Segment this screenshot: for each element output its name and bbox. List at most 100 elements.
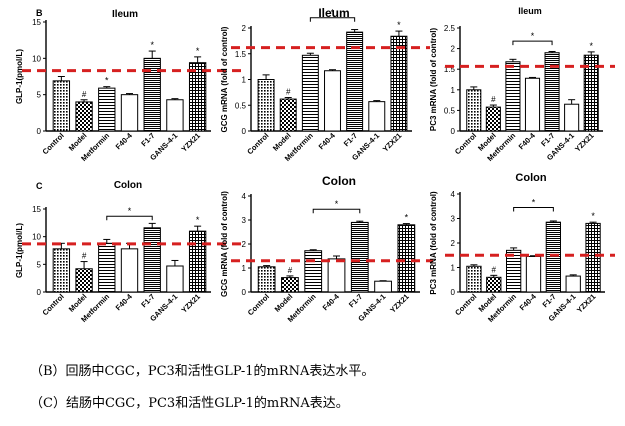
bar-gans-4-1 xyxy=(374,280,392,293)
bracket-label: * xyxy=(531,31,535,41)
bar-yzx21 xyxy=(397,224,416,293)
y-tick-label: 5 xyxy=(37,91,42,100)
significance-mark: # xyxy=(288,266,293,275)
bar-f40-4 xyxy=(324,70,341,132)
bar-f40-4 xyxy=(524,77,541,132)
chart-title: Colon xyxy=(114,180,142,191)
bracket-label: * xyxy=(335,199,339,209)
x-tick-label: F1-7 xyxy=(541,292,558,309)
significance-mark: * xyxy=(589,41,593,51)
y-tick-label: 0 xyxy=(451,288,456,297)
x-tick-label: YZX21 xyxy=(179,131,202,154)
x-tick-label: Model xyxy=(273,292,295,314)
chart-ileum-pc3: Ileum PC3 mRNA (fold of control) 0 0.5 1 1.5 2… xyxy=(429,6,615,163)
y-tick-label: 0 xyxy=(242,127,247,136)
bar-yzx21 xyxy=(585,222,601,293)
bar-gans-4-1 xyxy=(565,275,581,293)
significance-mark: # xyxy=(492,265,497,274)
bar-control xyxy=(257,266,276,293)
y-tick-label: 1 xyxy=(242,76,247,85)
y-tick-label: 3 xyxy=(451,215,456,224)
y-tick-label: 2 xyxy=(451,239,456,248)
significance-mark: * xyxy=(397,20,401,30)
bar-gans-4-1 xyxy=(564,103,580,132)
chart-colon-glp1: C ColonGLP-1(pmol/L)051015Control#ModelMe… xyxy=(15,180,243,324)
x-tick-label: F1-7 xyxy=(139,292,156,309)
x-tick-label: YZX21 xyxy=(575,292,598,315)
bar-f1-7 xyxy=(143,227,161,293)
y-tick-label: 15 xyxy=(32,18,41,27)
y-tick-label: 4 xyxy=(451,190,456,199)
y-tick-label: 15 xyxy=(32,205,41,214)
bar-yzx21 xyxy=(390,35,408,132)
x-tick-label: YZX21 xyxy=(573,131,596,154)
x-tick-label: F40-4 xyxy=(114,130,135,151)
y-axis-label: GCG mRNA (fold of control) xyxy=(220,26,229,132)
bar-metformin xyxy=(98,242,116,293)
chart-title: Colon xyxy=(515,172,546,184)
y-tick-label: 10 xyxy=(32,54,41,63)
x-tick-label: Control xyxy=(453,131,478,156)
x-tick-label: Control xyxy=(245,131,270,156)
significance-mark: * xyxy=(591,211,595,221)
x-tick-label: F40-4 xyxy=(114,291,135,312)
y-tick-label: 0.5 xyxy=(444,106,456,115)
y-tick-label: 2.5 xyxy=(444,24,456,33)
y-tick-label: 1.5 xyxy=(444,65,456,74)
bar-model xyxy=(279,98,297,132)
x-tick-label: Control xyxy=(453,292,478,317)
x-tick-label: Control xyxy=(246,292,271,317)
significance-bracket xyxy=(513,206,554,212)
bar-metformin xyxy=(301,54,319,132)
bar-yzx21 xyxy=(188,62,207,132)
y-tick-label: 2 xyxy=(242,240,247,249)
y-tick-label: 0.5 xyxy=(235,101,247,110)
caption-c: （C）结肠中CGC，PC3和活性GLP-1的mRNA表达。 xyxy=(30,396,349,411)
x-tick-label: F1-7 xyxy=(139,131,156,148)
significance-mark: * xyxy=(405,213,409,223)
bar-metformin xyxy=(98,87,116,132)
significance-mark: # xyxy=(82,90,87,99)
bar-control xyxy=(52,248,71,293)
x-tick-label: YZX21 xyxy=(381,131,404,154)
chart-title: Ileum xyxy=(518,6,542,16)
bar-model xyxy=(75,101,93,132)
significance-mark: * xyxy=(196,46,200,56)
panel-letter: B xyxy=(36,8,43,18)
y-tick-label: 2 xyxy=(242,24,247,33)
bar-f40-4 xyxy=(327,258,346,293)
significance-mark: * xyxy=(150,40,154,50)
bar-model xyxy=(281,277,299,293)
x-tick-label: F1-7 xyxy=(347,292,364,309)
significance-bracket xyxy=(512,40,553,46)
x-tick-label: F40-4 xyxy=(321,291,342,312)
y-axis-label: GCG mRNA (fold of control) xyxy=(220,191,229,297)
bar-gans-4-1 xyxy=(166,265,184,293)
y-tick-label: 1 xyxy=(451,264,456,273)
significance-mark: # xyxy=(491,95,496,104)
x-tick-label: F1-7 xyxy=(342,131,359,148)
significance-mark: * xyxy=(196,215,200,225)
bar-f1-7 xyxy=(350,221,369,293)
bar-metformin xyxy=(505,61,521,132)
bar-gans-4-1 xyxy=(368,101,386,132)
bar-f1-7 xyxy=(544,52,560,132)
significance-mark: # xyxy=(82,252,87,261)
x-tick-label: Control xyxy=(41,292,66,317)
y-tick-label: 0 xyxy=(37,127,42,136)
significance-bracket xyxy=(309,17,356,22)
bar-control xyxy=(466,265,482,293)
bar-metformin xyxy=(304,250,323,293)
bar-f40-4 xyxy=(120,94,139,132)
bar-f40-4 xyxy=(120,248,139,293)
bar-f40-4 xyxy=(525,255,542,293)
y-tick-label: 1 xyxy=(451,86,456,95)
chart-title: Ileum xyxy=(318,6,349,20)
significance-mark: * xyxy=(105,76,109,86)
chart-ileum-glp1: B IleumGLP-1(pmol/L)051015Control#Model*M… xyxy=(15,8,243,163)
x-tick-label: YZX21 xyxy=(388,292,411,315)
chart-ileum-gcg: Ileum GCG mRNA (fold of control) 0 0.5 1 1.5 2… xyxy=(220,6,430,163)
y-axis-label: GLP-1(pmol/L) xyxy=(15,49,24,104)
x-tick-label: F40-4 xyxy=(517,130,538,151)
y-tick-label: 4 xyxy=(242,192,247,201)
